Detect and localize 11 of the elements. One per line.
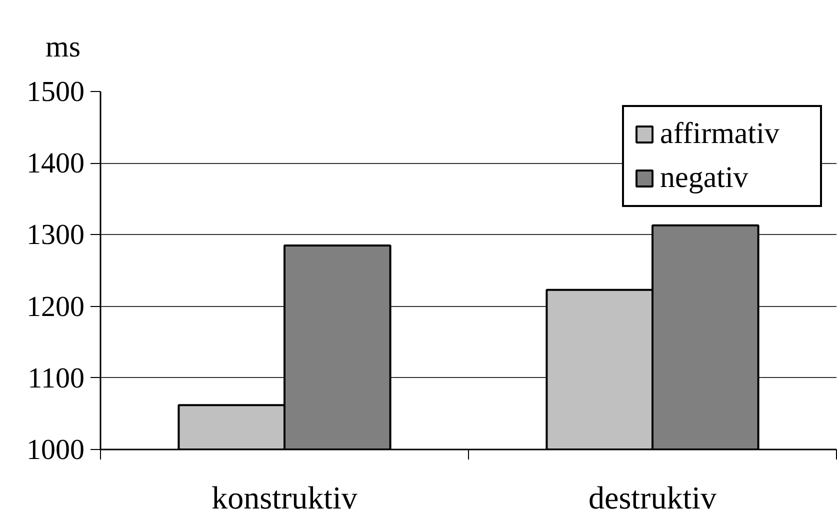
y-tick-label: 1500 — [26, 76, 84, 108]
y-axis-title: ms — [46, 30, 81, 64]
x-tick-label: konstruktiv — [212, 480, 358, 516]
y-tick-label: 1300 — [26, 219, 84, 252]
legend-label: negativ — [660, 161, 750, 195]
legend-label: affirmativ — [660, 117, 780, 151]
y-tick-label: 1200 — [26, 290, 84, 323]
y-tick-label: 1100 — [28, 362, 85, 394]
y-tick-label: 1400 — [26, 148, 84, 180]
x-tick-label: destruktiv — [588, 480, 716, 516]
y-tick-label: 1000 — [26, 434, 84, 466]
